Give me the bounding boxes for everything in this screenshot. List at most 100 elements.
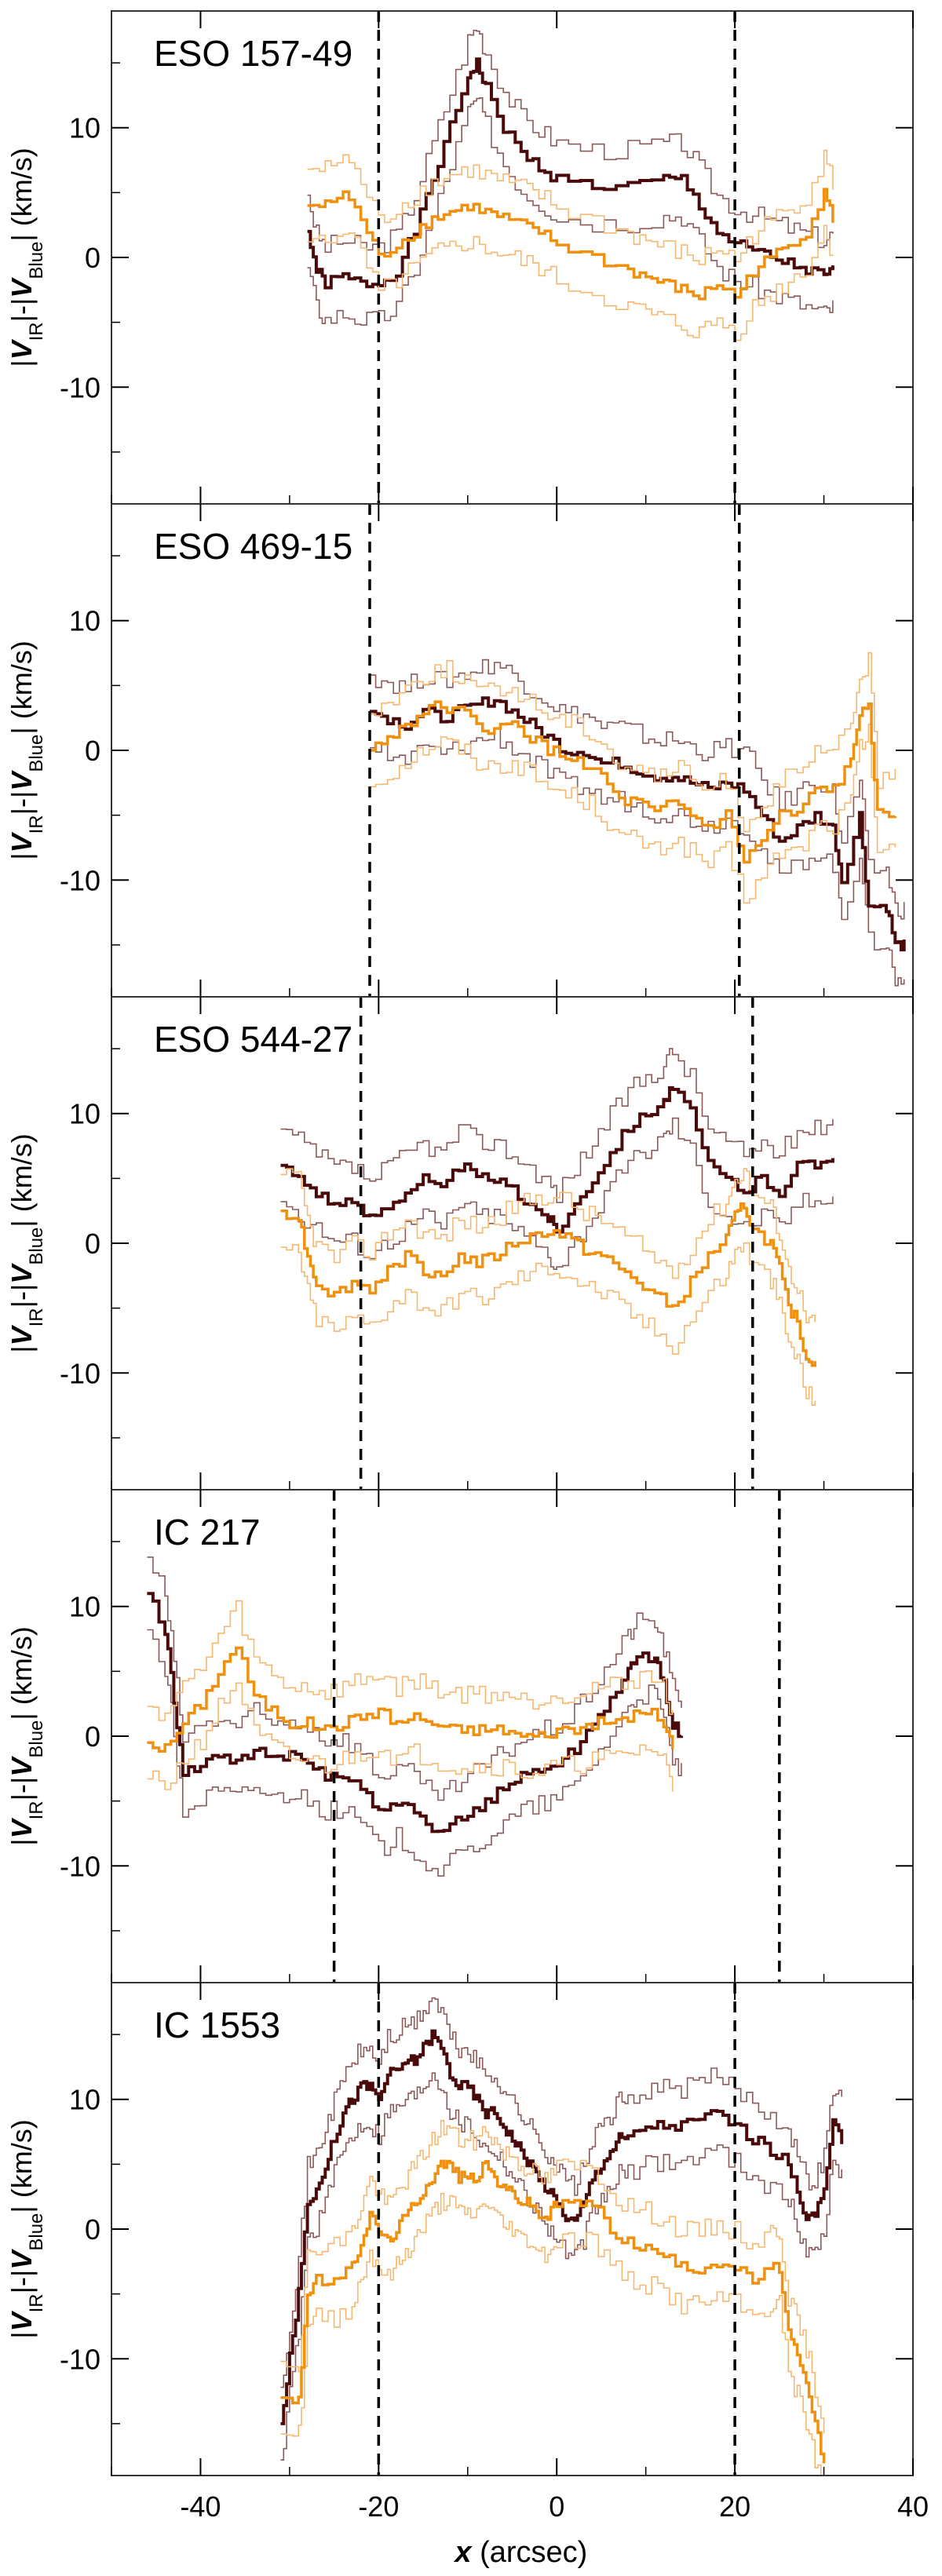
x-tick-label: -20 [358,2490,399,2523]
y-axis-label: |VIR|-|VBlue| (km/s) [5,148,47,367]
series-upper-bound [370,651,896,833]
series-line-orange [280,2159,826,2464]
y-axis-label-part: | [5,359,38,367]
y-axis-label: |VIR|-|VBlue| (km/s) [5,1626,47,1845]
plot-area [307,29,834,341]
y-axis-label-part: | [5,1345,38,1352]
y-axis-label-part: V [5,2310,38,2331]
series-lower-bound [280,1242,816,1406]
y-axis-label-part: | (km/s) [5,640,38,734]
y-axis-label-part: | [5,1838,38,1845]
series-upper-bound [307,149,834,265]
y-tick-label: -10 [60,2343,100,2375]
y-axis-label-part: | (km/s) [5,1133,38,1227]
y-axis-label-part: V [5,1756,38,1777]
series-line-orange [307,188,834,301]
series-upper-bound [280,1997,842,2388]
y-axis-label-part: V [5,1817,38,1838]
y-tick-label: -10 [60,371,100,403]
y-axis-label-part: V [5,338,38,359]
panel-title: ESO 157-49 [154,33,352,74]
panel-title: IC 217 [154,1512,261,1553]
y-axis-label-part: | [5,852,38,859]
x-tick-label: 0 [549,2490,564,2523]
series-upper-bound [280,1048,834,1203]
y-axis-label-part: | (km/s) [5,1626,38,1720]
y-axis-label-part: | (km/s) [5,2119,38,2213]
plot-area [147,1556,683,1877]
plot-area [280,1048,834,1406]
y-tick-label: 10 [69,2084,100,2116]
y-axis-label-part: |-| [5,298,38,323]
y-axis-label: |VIR|-|VBlue| (km/s) [5,640,47,859]
plot-area [370,651,906,987]
y-tick-label: 10 [69,112,100,144]
series-line-dark [280,2029,844,2425]
y-axis-label-part: IR [26,1308,47,1326]
series-upper-bound [370,659,905,920]
y-axis-label-part: IR [26,322,47,341]
y-axis-label-part: Blue [26,735,47,772]
y-axis-label-part: Blue [26,2213,47,2251]
x-axis-label-symbol: x [453,2536,473,2569]
y-axis-label-part: IR [26,1801,47,1819]
y-axis-label-part: V [5,1324,38,1345]
panel-title: ESO 544-27 [154,1019,352,1060]
series-lower-bound [147,1629,682,1877]
series-line-orange [280,1202,816,1367]
y-axis-label-part: V [5,770,38,791]
series-lower-bound [280,2192,822,2476]
y-tick-label: -10 [60,1357,100,1389]
x-tick-label: 20 [719,2490,750,2523]
y-axis-label: |VIR|-|VBlue| (km/s) [5,1133,47,1352]
x-tick-label: 40 [897,2490,929,2523]
series-line-orange [370,700,897,864]
y-axis-label-part: IR [26,815,47,834]
series-line-dark [280,1085,834,1234]
y-axis-label-part: IR [26,2293,47,2312]
panel-title: IC 1553 [154,2005,280,2045]
y-axis-label-part: V [5,831,38,852]
plot-area [280,1997,844,2476]
y-tick-label: -10 [60,1850,100,1882]
y-axis-label-part: Blue [26,1720,47,1758]
y-tick-label: -10 [60,864,100,896]
x-axis-label: x (arcsec) [453,2536,587,2569]
x-axis-label-unit: (arcsec) [472,2536,588,2569]
series-line-orange [147,1646,674,1753]
y-axis-label-part: V [5,277,38,298]
y-tick-label: 10 [69,1098,100,1130]
series-line-dark [147,1592,683,1833]
y-axis-label: |VIR|-|VBlue| (km/s) [5,2119,47,2338]
y-tick-label: 0 [85,735,100,767]
y-axis-label-part: | (km/s) [5,148,38,241]
series-upper-bound [147,1600,674,1721]
y-axis-label-part: V [5,2249,38,2270]
y-axis-label-part: |-| [5,2270,38,2294]
x-tick-label: -40 [180,2490,221,2523]
series-lower-bound [370,724,896,904]
y-axis-label-part: Blue [26,242,47,279]
y-axis-label-part: V [5,1263,38,1284]
y-axis-label-part: |-| [5,1284,38,1308]
y-tick-label: 0 [85,242,100,274]
y-tick-label: 0 [85,2213,100,2246]
panel-title: ESO 469-15 [154,526,352,567]
series-upper-bound [280,2119,825,2434]
y-tick-label: 0 [85,1720,100,1753]
y-axis-label-part: Blue [26,1228,47,1265]
panel-frame [111,1489,914,1983]
y-axis-label-part: |-| [5,1777,38,1801]
y-tick-label: 10 [69,605,100,637]
series-upper-bound [147,1556,682,1801]
series-lower-bound [280,2072,842,2461]
y-tick-label: 10 [69,1591,100,1623]
series-lower-bound [307,224,834,341]
y-axis-label-part: | [5,2331,38,2338]
